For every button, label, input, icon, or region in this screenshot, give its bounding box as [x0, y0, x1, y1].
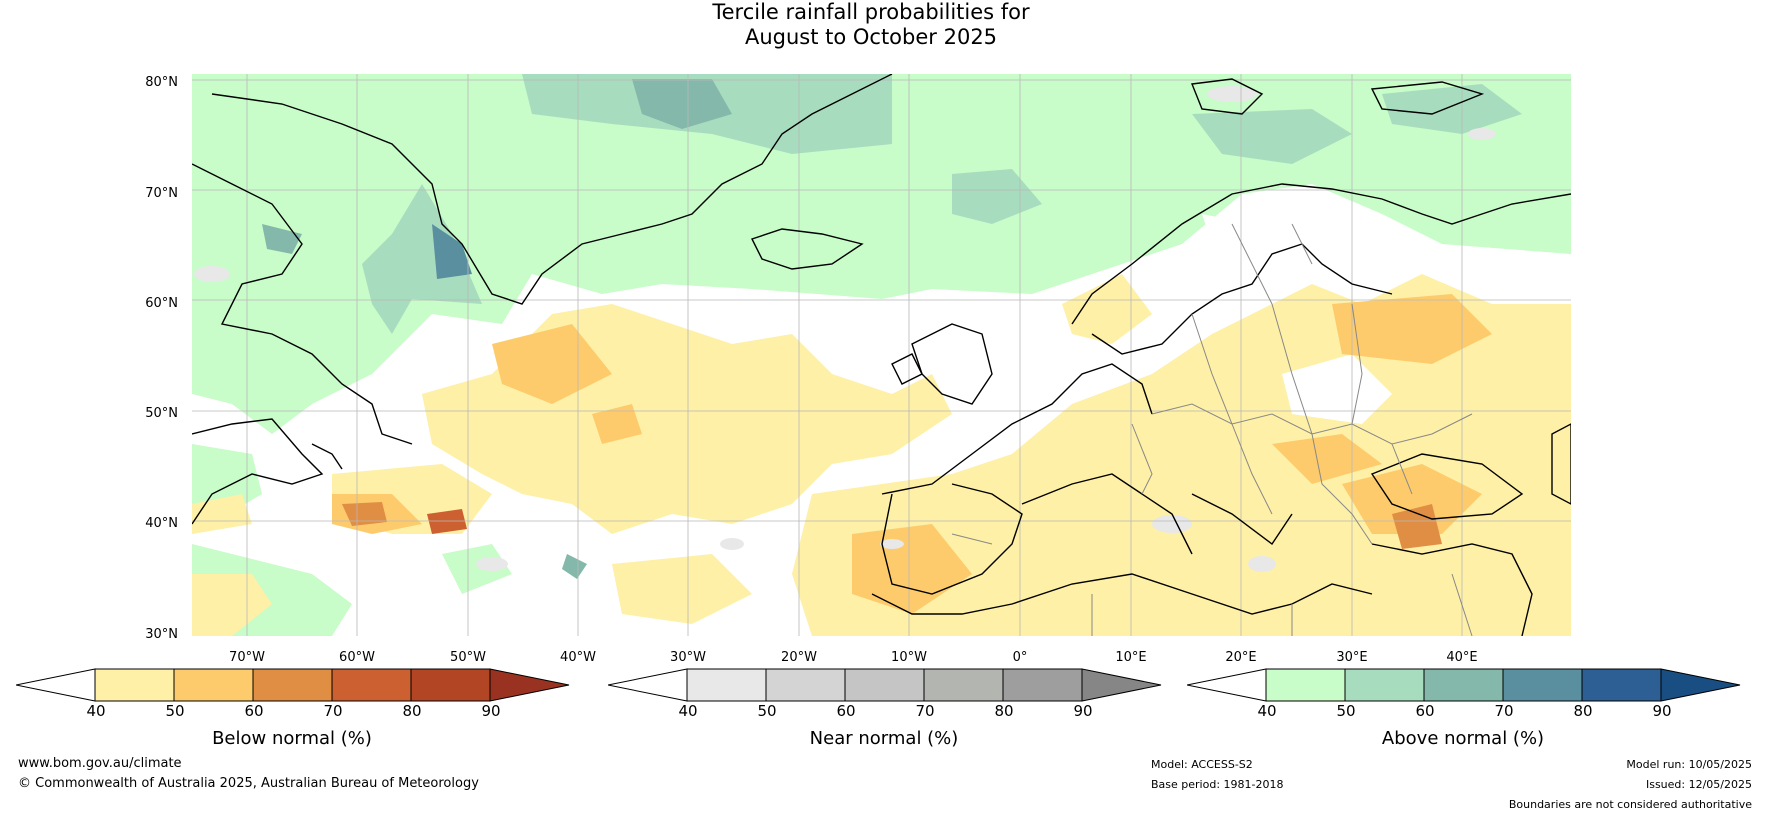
lat-label-70n: 70°N: [145, 186, 178, 201]
colorbar-below-low-extend: [16, 668, 96, 702]
near-normal-title: Near normal (%): [809, 728, 959, 749]
colorbar-near-high-extend: [1081, 668, 1162, 702]
colorbar-above-bin-70-80: [1502, 668, 1583, 702]
near-tick-60: 60: [836, 702, 856, 720]
colorbar-near-bin-80-90: [1002, 668, 1083, 702]
coastlines: [192, 74, 1571, 636]
lon-label-10w: 10°W: [891, 650, 927, 665]
footer-website: www.bom.gov.au/climate: [18, 756, 182, 771]
below-tick-60: 60: [244, 702, 264, 720]
near-tick-70: 70: [915, 702, 935, 720]
footer-issued: Issued: 12/05/2025: [1645, 778, 1752, 791]
above-tick-70: 70: [1494, 702, 1514, 720]
lon-label-30w: 30°W: [670, 650, 706, 665]
colorbar-near-bin-50-60: [765, 668, 846, 702]
lat-label-60n: 60°N: [145, 296, 178, 311]
above-tick-60: 60: [1415, 702, 1435, 720]
below-tick-90: 90: [481, 702, 501, 720]
colorbar-above-bin-40-50: [1265, 668, 1346, 702]
below-tick-50: 50: [165, 702, 185, 720]
colorbar-below-high-extend: [489, 668, 570, 702]
above-tick-50: 50: [1336, 702, 1356, 720]
colorbar-below-bin-70-80: [331, 668, 412, 702]
lon-label-10e: 10°E: [1115, 650, 1147, 665]
near-tick-40: 40: [678, 702, 698, 720]
lon-label-0: 0°: [1012, 650, 1028, 665]
near-tick-80: 80: [994, 702, 1014, 720]
near-normal-shading: [194, 86, 1496, 572]
lon-label-20w: 20°W: [781, 650, 817, 665]
colorbar-above-bin-60-70: [1423, 668, 1504, 702]
footer-base-period: Base period: 1981-2018: [1151, 778, 1284, 791]
footer-copyright: © Commonwealth of Australia 2025, Austra…: [18, 776, 479, 791]
lon-label-60w: 60°W: [339, 650, 375, 665]
footer-model-run: Model run: 10/05/2025: [1626, 758, 1752, 771]
colorbar-below-normal: [16, 668, 570, 702]
map-frame: [192, 74, 1571, 636]
lat-label-80n: 80°N: [145, 75, 178, 90]
lon-label-30e: 30°E: [1336, 650, 1368, 665]
colorbar-above-bin-80-90: [1581, 668, 1662, 702]
lon-label-40w: 40°W: [560, 650, 596, 665]
lon-label-50w: 50°W: [450, 650, 486, 665]
colorbar-below-bin-60-70: [252, 668, 333, 702]
below-tick-70: 70: [323, 702, 343, 720]
above-tick-80: 80: [1573, 702, 1593, 720]
colorbar-below-bin-80-90: [410, 668, 491, 702]
above-normal-title: Above normal (%): [1381, 728, 1545, 749]
colorbar-above-high-extend: [1660, 668, 1741, 702]
colorbar-near-bin-40-50: [686, 668, 767, 702]
lat-label-40n: 40°N: [145, 516, 178, 531]
colorbar-below-bin-40-50: [94, 668, 175, 702]
below-tick-80: 80: [402, 702, 422, 720]
lon-label-40e: 40°E: [1446, 650, 1478, 665]
map-svg: [192, 74, 1571, 636]
lon-label-20e: 20°E: [1225, 650, 1257, 665]
lat-label-50n: 50°N: [145, 406, 178, 421]
colorbar-below-bin-50-60: [173, 668, 254, 702]
footer-model: Model: ACCESS-S2: [1151, 758, 1253, 771]
colorbar-near-low-extend: [608, 668, 688, 702]
near-tick-50: 50: [757, 702, 777, 720]
colorbar-near-bin-70-80: [923, 668, 1004, 702]
colorbar-above-bin-50-60: [1344, 668, 1425, 702]
colorbar-near-bin-60-70: [844, 668, 925, 702]
lat-label-30n: 30°N: [145, 627, 178, 642]
below-tick-40: 40: [86, 702, 106, 720]
colorbar-above-normal: [1187, 668, 1741, 702]
title-line-1: Tercile rainfall probabilities for: [712, 0, 1030, 24]
chart-title: Tercile rainfall probabilities for Augus…: [0, 0, 1742, 50]
below-normal-shading: [192, 214, 1571, 636]
above-tick-90: 90: [1652, 702, 1672, 720]
footer-disclaimer: Boundaries are not considered authoritat…: [1508, 798, 1752, 811]
country-borders: [951, 223, 1473, 636]
title-line-2: August to October 2025: [744, 25, 998, 49]
colorbar-near-normal: [608, 668, 1162, 702]
near-tick-90: 90: [1073, 702, 1093, 720]
below-normal-title: Below normal (%): [212, 728, 372, 749]
colorbar-above-low-extend: [1187, 668, 1267, 702]
lon-label-70w: 70°W: [229, 650, 265, 665]
above-tick-40: 40: [1257, 702, 1277, 720]
